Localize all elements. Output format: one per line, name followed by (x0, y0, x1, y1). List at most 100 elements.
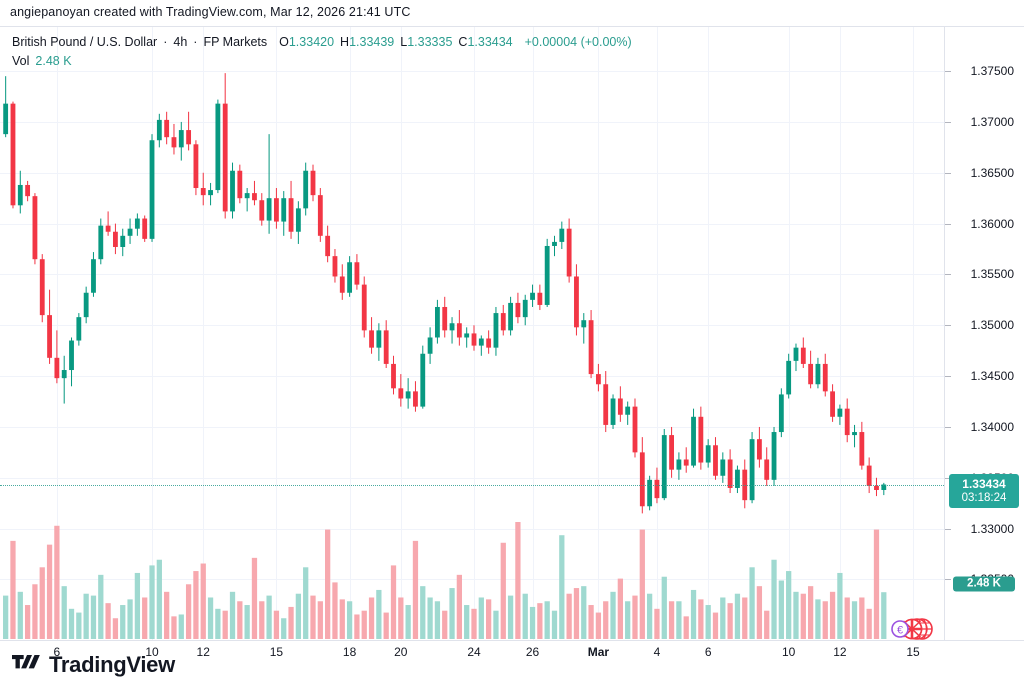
time-axis-label: 26 (525, 645, 540, 659)
volume-bar (405, 605, 411, 639)
legend-open-value: 1.33420 (288, 35, 335, 49)
volume-bar (800, 593, 806, 639)
legend-change-value: +0.00004 (+0.00%) (524, 35, 632, 49)
price-gridline (0, 121, 944, 123)
volume-value-badge[interactable]: 2.48 K (953, 576, 1015, 592)
volume-bar (98, 574, 104, 639)
volume-bar (288, 606, 294, 639)
legend-interval[interactable]: 4h (173, 35, 188, 49)
volume-bar (668, 601, 675, 639)
volume-bar (486, 599, 492, 639)
price-gridline (0, 528, 944, 530)
volume-bar (646, 593, 653, 639)
volume-bar (54, 525, 60, 639)
price-gridline (0, 172, 944, 174)
candle-body (398, 388, 404, 399)
volume-bar (149, 565, 155, 639)
volume-bar (727, 603, 733, 639)
volume-bar (32, 584, 38, 639)
volume-bar (383, 612, 389, 639)
volume-bar (10, 540, 16, 639)
volume-bar (376, 589, 382, 639)
candle-body (778, 394, 784, 433)
candle-body (852, 432, 857, 436)
candle-body (610, 398, 616, 425)
volume-bar (142, 597, 148, 639)
current-price-line (0, 484, 944, 486)
volume-bar (442, 610, 448, 639)
candle-body (178, 130, 184, 148)
volume-bar (573, 588, 580, 639)
candle-body (500, 313, 506, 331)
legend-volume-value: 2.48 K (35, 54, 72, 68)
time-gridline (840, 27, 841, 640)
time-axis-label: 12 (833, 645, 847, 659)
time-axis-label: 18 (342, 645, 357, 659)
candle-body (413, 391, 418, 407)
volume-bar (46, 544, 53, 639)
price-gridline (0, 223, 944, 225)
legend-symbol[interactable]: British Pound / U.S. Dollar (12, 35, 158, 49)
volume-bar (346, 601, 353, 639)
candle-body (581, 320, 587, 328)
price-axis-tick (945, 477, 951, 479)
legend-volume-label: Vol (12, 54, 30, 68)
candle-body (786, 360, 792, 395)
candle-body (259, 200, 265, 221)
candle-body (186, 130, 192, 145)
chart-pane[interactable]: British Pound / U.S. Dollar · 4h · FP Market… (0, 27, 944, 640)
volume-bar (815, 599, 821, 639)
volume-bar (434, 601, 441, 639)
candle-body (266, 198, 272, 221)
candle-body (244, 193, 250, 199)
time-axis[interactable]: 6 10 12 15 18 20 24 26 Mar 4 6 10 12 15 (0, 641, 1024, 665)
candle-body (442, 306, 448, 331)
candle-body (691, 416, 696, 466)
volume-bar (281, 618, 287, 639)
volume-bar (185, 584, 192, 639)
volume-bar (112, 618, 119, 639)
candle-body (727, 459, 733, 488)
volume-bar (3, 595, 9, 639)
price-axis-label: 1.33000 (970, 521, 1014, 536)
candle-body (639, 452, 645, 507)
candle-body (574, 276, 579, 328)
candle-body (749, 439, 755, 501)
legend-exchange[interactable]: FP Markets (203, 35, 268, 49)
legend-close-label: C (458, 35, 468, 49)
candle-body (874, 485, 879, 490)
price-axis[interactable]: 1.37500 1.37000 1.36500 1.36000 1.35500 1.350… (944, 27, 1024, 640)
volume-bar (603, 601, 609, 639)
volume-bar (720, 597, 726, 639)
volume-bar (215, 608, 221, 639)
volume-bar (793, 591, 799, 639)
candle-body (215, 103, 221, 191)
candle-body (98, 225, 104, 260)
candle-body (449, 323, 455, 331)
volume-bar (127, 599, 133, 639)
volume-bar (222, 610, 228, 639)
time-axis-label: 24 (467, 645, 481, 659)
candle-body (881, 484, 887, 490)
price-axis-label: 1.37000 (970, 114, 1014, 129)
volume-bar (317, 601, 323, 639)
candle-body (142, 218, 148, 239)
time-axis-label: 12 (196, 645, 210, 659)
candle-body (683, 459, 689, 466)
volume-bar (676, 601, 682, 639)
time-gridline (913, 27, 914, 640)
price-axis-tick (945, 528, 951, 530)
candle-body (127, 228, 133, 236)
volume-bar (229, 591, 236, 639)
candle-body (647, 479, 653, 507)
candle-body (552, 241, 557, 246)
candlestick-series (3, 73, 887, 639)
legend-separator-2: · (193, 35, 198, 49)
price-gridline (0, 71, 944, 73)
current-price-badge[interactable]: 1.33434 03:18:24 (949, 473, 1019, 508)
volume-bar (617, 578, 623, 639)
candle-body (588, 320, 594, 375)
legend-low-label: L (400, 35, 408, 49)
candle-body (698, 416, 704, 463)
time-gridline (152, 27, 153, 640)
